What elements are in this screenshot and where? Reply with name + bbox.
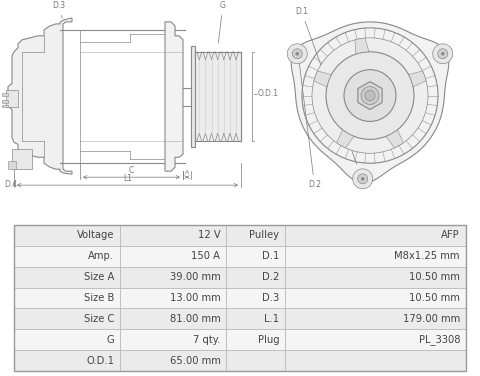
Text: D.2: D.2 xyxy=(262,272,279,282)
Text: 65.00 mm: 65.00 mm xyxy=(169,356,220,365)
Circle shape xyxy=(441,52,444,55)
Circle shape xyxy=(292,49,302,59)
Polygon shape xyxy=(386,130,403,148)
Text: D.3: D.3 xyxy=(52,1,65,18)
Text: 12 V: 12 V xyxy=(198,230,220,240)
FancyBboxPatch shape xyxy=(285,350,466,371)
Text: Pulley: Pulley xyxy=(249,230,279,240)
Polygon shape xyxy=(314,71,331,87)
Circle shape xyxy=(312,38,428,153)
FancyBboxPatch shape xyxy=(2,105,8,108)
Text: PL_3308: PL_3308 xyxy=(419,334,460,345)
Circle shape xyxy=(287,44,307,64)
FancyBboxPatch shape xyxy=(8,161,16,169)
Polygon shape xyxy=(8,18,72,174)
Text: C: C xyxy=(129,166,134,175)
FancyBboxPatch shape xyxy=(285,288,466,308)
Text: 10.50 mm: 10.50 mm xyxy=(409,293,460,303)
Text: AFP: AFP xyxy=(442,230,460,240)
Circle shape xyxy=(365,91,375,100)
FancyBboxPatch shape xyxy=(14,350,120,371)
Text: O.D.1: O.D.1 xyxy=(86,356,114,365)
Circle shape xyxy=(353,169,372,189)
FancyBboxPatch shape xyxy=(6,89,18,108)
FancyBboxPatch shape xyxy=(285,267,466,288)
Text: L1: L1 xyxy=(123,174,132,183)
FancyBboxPatch shape xyxy=(227,267,285,288)
FancyBboxPatch shape xyxy=(120,350,227,371)
Text: 150 A: 150 A xyxy=(192,251,220,261)
FancyBboxPatch shape xyxy=(14,267,120,288)
FancyBboxPatch shape xyxy=(285,246,466,267)
Text: Size A: Size A xyxy=(84,272,114,282)
Text: 7 qty.: 7 qty. xyxy=(193,335,220,345)
FancyBboxPatch shape xyxy=(227,329,285,350)
Text: D.3: D.3 xyxy=(262,293,279,303)
FancyBboxPatch shape xyxy=(195,52,241,141)
Text: Plug: Plug xyxy=(258,335,279,345)
FancyBboxPatch shape xyxy=(285,308,466,329)
Text: D.1: D.1 xyxy=(295,7,357,164)
FancyBboxPatch shape xyxy=(237,52,241,141)
Circle shape xyxy=(433,44,453,64)
FancyBboxPatch shape xyxy=(14,288,120,308)
Text: 81.00 mm: 81.00 mm xyxy=(170,314,220,324)
Circle shape xyxy=(361,177,364,180)
FancyBboxPatch shape xyxy=(12,149,32,169)
Text: O.D.1: O.D.1 xyxy=(258,89,279,98)
FancyBboxPatch shape xyxy=(120,288,227,308)
FancyBboxPatch shape xyxy=(120,329,227,350)
Polygon shape xyxy=(408,71,426,87)
FancyBboxPatch shape xyxy=(227,246,285,267)
Circle shape xyxy=(344,70,396,121)
FancyBboxPatch shape xyxy=(120,267,227,288)
Text: Size B: Size B xyxy=(84,293,114,303)
Text: G: G xyxy=(107,335,114,345)
FancyBboxPatch shape xyxy=(227,308,285,329)
Text: L.1: L.1 xyxy=(264,314,279,324)
FancyBboxPatch shape xyxy=(227,225,285,246)
Polygon shape xyxy=(291,22,449,183)
FancyBboxPatch shape xyxy=(227,288,285,308)
FancyBboxPatch shape xyxy=(14,225,120,246)
Text: 179.00 mm: 179.00 mm xyxy=(403,314,460,324)
FancyBboxPatch shape xyxy=(14,246,120,267)
Circle shape xyxy=(361,86,379,105)
FancyBboxPatch shape xyxy=(14,308,120,329)
FancyBboxPatch shape xyxy=(285,329,466,350)
Text: A: A xyxy=(185,170,189,175)
Text: D.1: D.1 xyxy=(262,251,279,261)
Text: Size C: Size C xyxy=(84,314,114,324)
FancyBboxPatch shape xyxy=(120,225,227,246)
Polygon shape xyxy=(355,38,369,54)
Circle shape xyxy=(438,49,448,59)
Text: G: G xyxy=(218,1,226,43)
Circle shape xyxy=(358,174,368,184)
Text: Voltage: Voltage xyxy=(77,230,114,240)
Text: D.2: D.2 xyxy=(300,64,321,189)
Circle shape xyxy=(296,52,299,55)
FancyBboxPatch shape xyxy=(2,92,8,96)
Polygon shape xyxy=(165,22,183,171)
FancyBboxPatch shape xyxy=(191,46,195,147)
FancyBboxPatch shape xyxy=(227,350,285,371)
Text: M8x1.25 mm: M8x1.25 mm xyxy=(395,251,460,261)
Text: 39.00 mm: 39.00 mm xyxy=(170,272,220,282)
Text: D.4: D.4 xyxy=(4,180,17,189)
Polygon shape xyxy=(336,130,354,148)
FancyBboxPatch shape xyxy=(120,246,227,267)
FancyBboxPatch shape xyxy=(14,329,120,350)
Polygon shape xyxy=(358,82,382,109)
Text: 13.00 mm: 13.00 mm xyxy=(170,293,220,303)
Circle shape xyxy=(326,52,414,139)
Text: Amp.: Amp. xyxy=(88,251,114,261)
FancyBboxPatch shape xyxy=(120,308,227,329)
FancyBboxPatch shape xyxy=(2,100,8,103)
FancyBboxPatch shape xyxy=(285,225,466,246)
Text: 10.50 mm: 10.50 mm xyxy=(409,272,460,282)
